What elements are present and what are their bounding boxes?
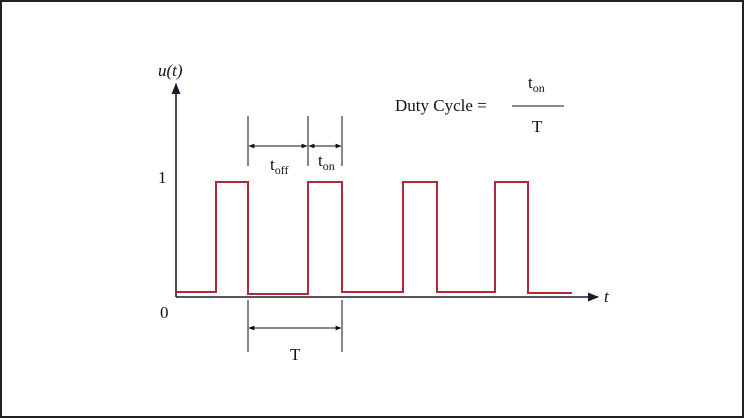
level-high: 1 bbox=[158, 168, 167, 187]
formula-denominator: T bbox=[532, 117, 543, 136]
period-label: T bbox=[290, 345, 301, 364]
formula-numerator: ton bbox=[528, 73, 545, 95]
y-axis-label: u(t) bbox=[158, 61, 183, 80]
t-on-label: ton bbox=[318, 151, 335, 173]
x-axis-label: t bbox=[604, 287, 610, 306]
period-annotations bbox=[247, 105, 564, 352]
t-off-label: toff bbox=[270, 155, 289, 177]
level-low: 0 bbox=[160, 303, 169, 322]
formula-lhs: Duty Cycle = bbox=[395, 96, 487, 115]
square-wave bbox=[176, 181, 572, 295]
